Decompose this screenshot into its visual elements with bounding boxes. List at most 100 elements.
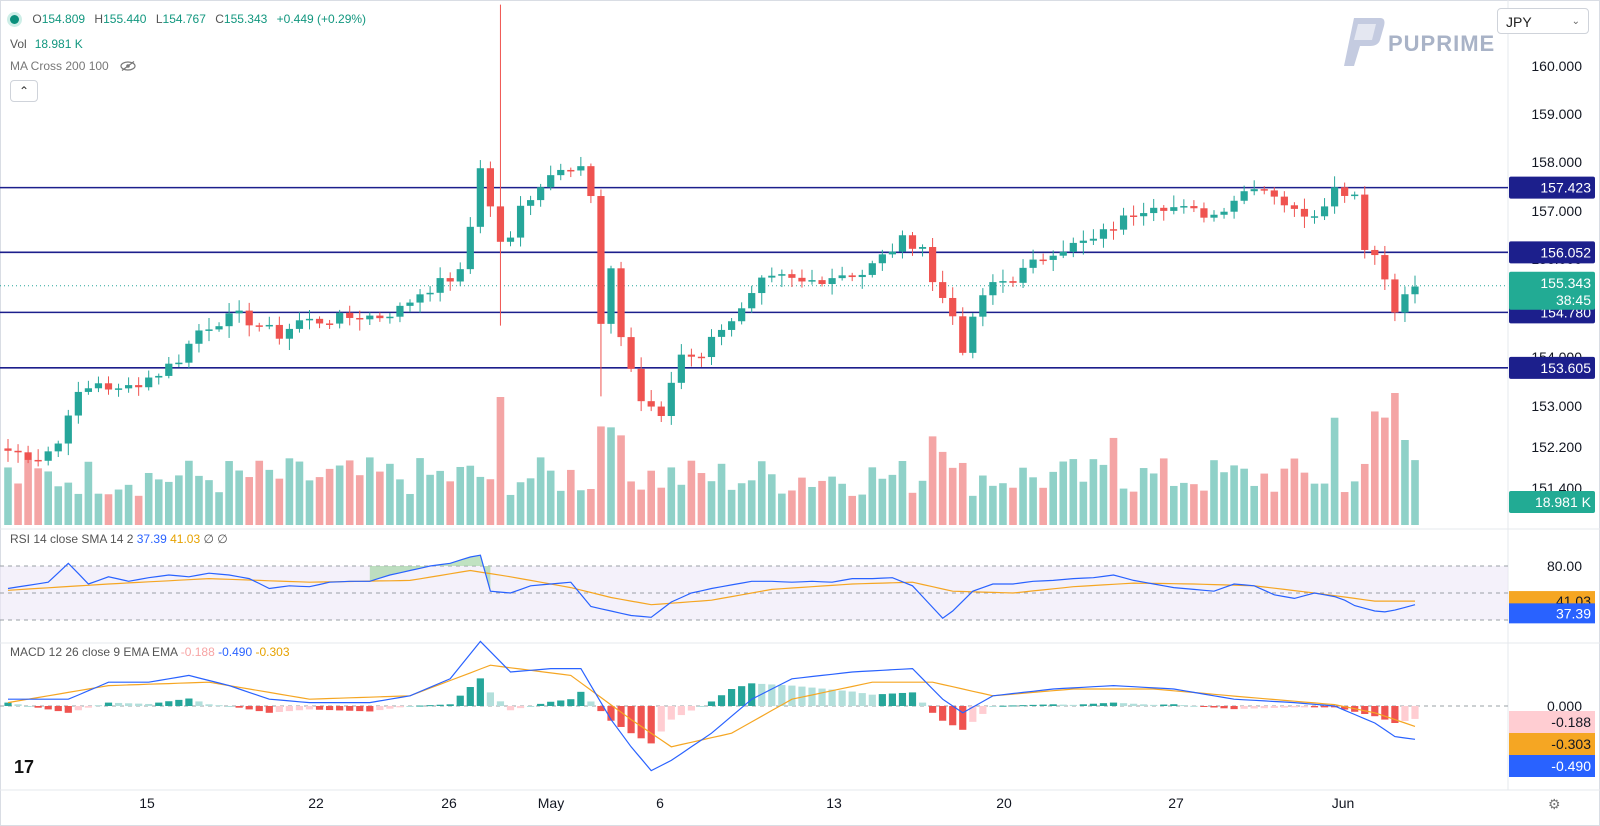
candle-body[interactable] xyxy=(868,263,876,275)
candle-body[interactable] xyxy=(728,321,736,330)
candle-body[interactable] xyxy=(476,168,484,227)
candle-body[interactable] xyxy=(64,415,72,444)
candle-body[interactable] xyxy=(336,312,344,324)
candle-body[interactable] xyxy=(808,280,816,282)
candle-body[interactable] xyxy=(145,377,153,388)
candle-body[interactable] xyxy=(738,308,746,322)
candle-body[interactable] xyxy=(386,316,394,319)
candle-body[interactable] xyxy=(677,354,685,383)
candle-body[interactable] xyxy=(4,448,12,451)
candle-body[interactable] xyxy=(1190,206,1198,209)
candle-body[interactable] xyxy=(1361,194,1369,250)
candle-body[interactable] xyxy=(587,166,595,197)
candle-body[interactable] xyxy=(798,277,806,282)
candle-body[interactable] xyxy=(949,297,957,317)
candle-body[interactable] xyxy=(908,235,917,249)
candle-body[interactable] xyxy=(446,278,454,282)
candle-body[interactable] xyxy=(346,312,354,318)
candle-body[interactable] xyxy=(999,281,1007,283)
candle-body[interactable] xyxy=(195,330,203,344)
candle-body[interactable] xyxy=(74,391,82,416)
candle-body[interactable] xyxy=(768,275,776,278)
macd-legend[interactable]: MACD 12 26 close 9 EMA EMA -0.188 -0.490… xyxy=(10,645,290,659)
candle-body[interactable] xyxy=(929,247,937,283)
candle-body[interactable] xyxy=(707,336,716,358)
candle-body[interactable] xyxy=(1300,208,1309,217)
candle-body[interactable] xyxy=(285,328,293,339)
candle-body[interactable] xyxy=(607,268,615,324)
candle-body[interactable] xyxy=(848,275,856,278)
currency-selector[interactable]: JPY ⌄ xyxy=(1497,8,1589,34)
candle-body[interactable] xyxy=(969,316,977,353)
candle-body[interactable] xyxy=(1009,281,1017,283)
candle-body[interactable] xyxy=(1381,255,1389,280)
candle-body[interactable] xyxy=(44,451,52,461)
candle-body[interactable] xyxy=(456,269,464,282)
candle-body[interactable] xyxy=(1059,251,1067,256)
candle-body[interactable] xyxy=(466,226,474,270)
candle-body[interactable] xyxy=(878,254,886,264)
candle-body[interactable] xyxy=(989,282,997,296)
candle-body[interactable] xyxy=(1250,189,1258,192)
candle-body[interactable] xyxy=(1210,214,1218,218)
candle-body[interactable] xyxy=(1079,240,1087,243)
candle-body[interactable] xyxy=(1140,213,1148,217)
candle-body[interactable] xyxy=(1240,191,1248,201)
candle-body[interactable] xyxy=(436,278,444,293)
candle-body[interactable] xyxy=(1029,259,1037,268)
candle-body[interactable] xyxy=(416,294,424,303)
candle-body[interactable] xyxy=(235,310,243,314)
rsi-legend[interactable]: RSI 14 close SMA 14 2 37.39 41.03 ∅ ∅ xyxy=(10,532,228,546)
candle-body[interactable] xyxy=(1351,194,1359,197)
candle-body[interactable] xyxy=(1280,196,1288,206)
candle-body[interactable] xyxy=(778,274,786,276)
candle-body[interactable] xyxy=(898,235,907,252)
candle-body[interactable] xyxy=(697,356,706,359)
candle-body[interactable] xyxy=(537,187,545,201)
candle-body[interactable] xyxy=(496,206,505,242)
candle-body[interactable] xyxy=(1310,216,1319,218)
candle-body[interactable] xyxy=(125,385,133,389)
candle-body[interactable] xyxy=(1270,190,1278,197)
candle-body[interactable] xyxy=(265,324,273,327)
candle-body[interactable] xyxy=(748,293,756,309)
candle-body[interactable] xyxy=(577,166,585,171)
candle-body[interactable] xyxy=(366,315,374,320)
candle-body[interactable] xyxy=(356,317,364,320)
candle-body[interactable] xyxy=(406,302,414,306)
candle-body[interactable] xyxy=(788,274,796,278)
candle-body[interactable] xyxy=(687,354,695,357)
candle-body[interactable] xyxy=(1089,238,1097,241)
candle-body[interactable] xyxy=(1411,286,1419,295)
candle-body[interactable] xyxy=(888,251,896,255)
candle-body[interactable] xyxy=(1130,215,1138,217)
candle-body[interactable] xyxy=(1230,200,1238,212)
candle-body[interactable] xyxy=(1109,229,1118,231)
candle-body[interactable] xyxy=(1200,208,1208,218)
candle-body[interactable] xyxy=(1150,207,1158,214)
ma-legend[interactable]: MA Cross 200 100 xyxy=(10,59,136,73)
candle-body[interactable] xyxy=(54,443,62,452)
candle-body[interactable] xyxy=(838,275,846,279)
candle-body[interactable] xyxy=(717,329,726,337)
candle-body[interactable] xyxy=(245,310,253,326)
candle-body[interactable] xyxy=(627,337,635,369)
tradingview-logo[interactable]: 17 xyxy=(14,757,34,778)
candle-body[interactable] xyxy=(1290,205,1298,209)
candle-body[interactable] xyxy=(1401,294,1409,313)
candle-body[interactable] xyxy=(567,169,575,172)
candle-body[interactable] xyxy=(858,274,866,278)
candle-body[interactable] xyxy=(34,459,42,462)
candle-body[interactable] xyxy=(165,363,173,376)
candle-body[interactable] xyxy=(1371,249,1379,256)
candle-body[interactable] xyxy=(667,382,675,417)
candle-body[interactable] xyxy=(1049,255,1057,260)
candle-body[interactable] xyxy=(617,268,625,338)
candle-body[interactable] xyxy=(637,368,645,402)
candle-body[interactable] xyxy=(114,388,123,390)
candle-body[interactable] xyxy=(1099,229,1108,239)
candle-body[interactable] xyxy=(506,237,515,242)
candle-body[interactable] xyxy=(818,280,826,285)
candle-body[interactable] xyxy=(1019,267,1027,283)
